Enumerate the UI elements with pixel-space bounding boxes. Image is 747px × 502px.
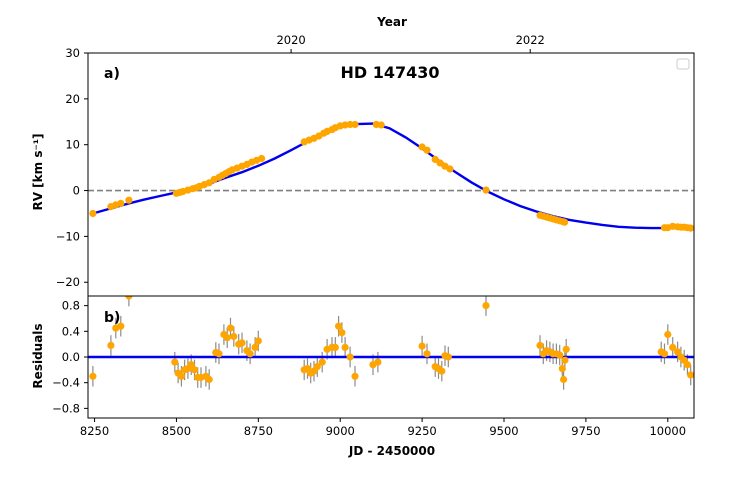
residual-data-point [562, 345, 570, 353]
residual-data-point [664, 330, 672, 339]
rv-data-point [89, 209, 97, 218]
legend-box [676, 58, 690, 70]
residual-data-point [351, 372, 359, 380]
residual-data-point [313, 363, 321, 371]
residual-data-point [341, 343, 349, 351]
top-axis-title: Year [376, 15, 407, 29]
residual-data-point [674, 348, 682, 356]
residual-data-point [177, 372, 185, 380]
rv-y-tick-label: 30 [65, 46, 80, 60]
residuals-y-tick-label: 0.8 [62, 299, 80, 313]
residual-data-point [346, 353, 354, 361]
residual-data-point [558, 365, 566, 373]
residual-data-point [215, 350, 223, 358]
residuals-y-tick-label: 0.4 [62, 324, 80, 338]
plot-background [88, 53, 694, 418]
residual-data-point [318, 358, 326, 366]
rv-axis-title: RV [km s⁻¹] [31, 133, 45, 210]
residual-data-point [331, 343, 339, 351]
chart-title: HD 147430 [340, 63, 439, 82]
residual-data-point [338, 329, 346, 337]
residual-data-point [561, 356, 569, 364]
residuals-y-tick-label: 0.0 [62, 350, 80, 364]
residual-data-point [335, 322, 343, 330]
rv-data-point [482, 186, 490, 194]
residual-data-point [556, 351, 564, 359]
residual-data-point [418, 342, 426, 350]
residual-data-point [238, 339, 246, 347]
residual-data-point [423, 350, 431, 358]
year-tick-label: 2020 [276, 33, 305, 47]
residuals-plot-area [88, 296, 694, 390]
rv-data-point [446, 165, 454, 173]
x-tick-label: 9000 [326, 424, 355, 438]
residual-data-point [226, 324, 235, 332]
residual-data-point [190, 366, 199, 374]
rv-data-point [561, 218, 569, 226]
rv-y-tick-label: −10 [56, 229, 80, 243]
x-tick-label: 8250 [80, 424, 109, 438]
year-tick-label: 2022 [516, 33, 545, 47]
residual-data-point [669, 343, 677, 351]
rv-data-point [423, 146, 431, 154]
residuals-y-tick-label: −0.8 [52, 401, 80, 415]
residual-data-point [560, 375, 568, 384]
rv-y-tick-label: 10 [65, 138, 80, 152]
rv-data-point [125, 196, 133, 204]
residual-data-point [444, 353, 452, 361]
rv-y-tick-label: 20 [65, 92, 80, 106]
rv-data-point [377, 121, 385, 129]
residual-data-point [438, 367, 446, 375]
x-tick-label: 10000 [649, 424, 686, 438]
rv-y-tick-label: 0 [73, 184, 80, 198]
residual-data-point [246, 350, 254, 358]
residual-data-point [223, 334, 231, 342]
rv-data-point [351, 120, 359, 129]
residuals-y-tick-label: −0.4 [52, 376, 80, 390]
residual-data-point [683, 361, 692, 369]
residual-data-point [89, 372, 97, 380]
residual-data-point [482, 302, 490, 310]
residual-data-point [374, 358, 382, 366]
x-tick-label: 9500 [489, 424, 518, 438]
x-tick-label: 8500 [162, 424, 191, 438]
residual-data-point [171, 358, 179, 366]
residual-data-point [536, 341, 544, 349]
residual-data-point [687, 371, 694, 379]
rv-y-tick-label: −20 [56, 275, 80, 289]
residual-data-point [254, 337, 262, 345]
rv-data-point [687, 224, 695, 232]
residual-data-point [107, 341, 115, 349]
x-tick-label: 8750 [244, 424, 273, 438]
residual-data-point [251, 343, 259, 351]
panel-a-label: a) [104, 66, 120, 82]
panel-b-label: b) [104, 310, 120, 326]
residual-data-point [230, 332, 238, 341]
x-tick-label: 9750 [571, 424, 600, 438]
residual-data-point [117, 322, 125, 330]
x-tick-label: 9250 [407, 424, 436, 438]
residuals-axis-title: Residuals [31, 323, 45, 388]
x-axis-title: JD - 2450000 [348, 444, 435, 458]
residual-data-point [660, 350, 669, 358]
rv-data-point [258, 154, 266, 163]
residual-data-point [187, 361, 195, 369]
residual-data-point [205, 375, 213, 384]
residual-data-point [125, 296, 133, 300]
rv-data-point [117, 199, 125, 207]
